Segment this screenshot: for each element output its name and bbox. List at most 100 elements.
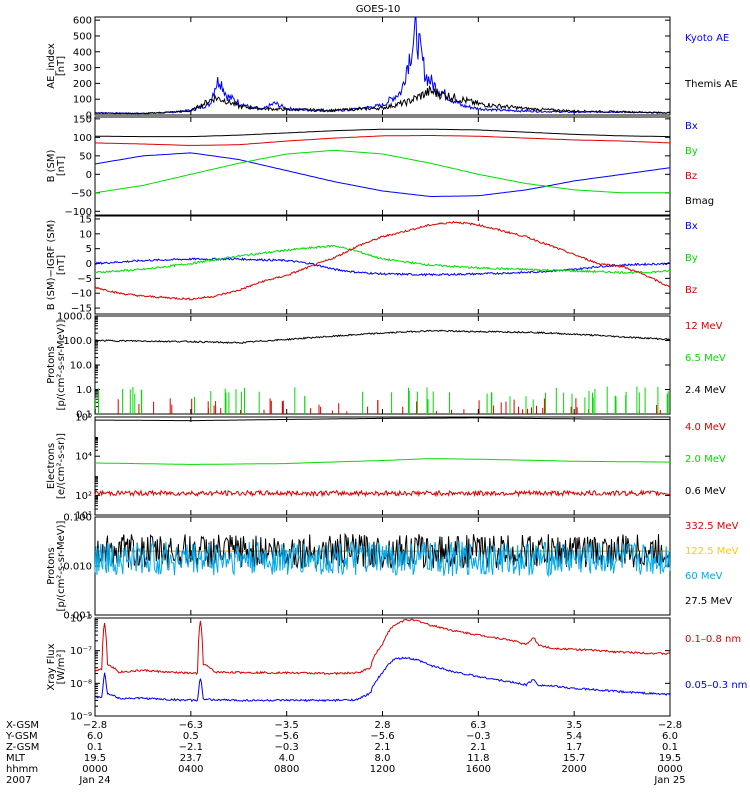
y-tick-label: 100 bbox=[73, 95, 92, 106]
y-tick-label: 50 bbox=[79, 151, 92, 162]
legend-entry: 122.5 MeV bbox=[685, 546, 739, 557]
x-tick-label: 11.8 bbox=[467, 753, 489, 764]
y-axis-label: Electrons bbox=[46, 443, 57, 489]
legend-entry: 27.5 MeV bbox=[685, 596, 732, 607]
y-tick-label: 10¹ bbox=[75, 511, 92, 522]
y-tick-label: 600 bbox=[73, 16, 92, 27]
legend-entry: 12 MeV bbox=[685, 321, 723, 332]
y-axis-unit: [nT] bbox=[56, 156, 67, 176]
y-axis-unit: [nT] bbox=[56, 255, 67, 275]
x-tick-label: 2.8 bbox=[375, 720, 391, 731]
panel-frame bbox=[94, 16, 671, 116]
legend-entry: 0.1–0.8 nm bbox=[685, 634, 741, 645]
legend-entry: Bmag bbox=[685, 196, 714, 207]
x-tick-label: 8.0 bbox=[375, 753, 391, 764]
legend-entry: 60 MeV bbox=[685, 571, 723, 582]
x-tick-label: 2000 bbox=[561, 764, 586, 775]
y-tick-label: 10 bbox=[79, 229, 92, 240]
x-tick-label: 0000 bbox=[657, 764, 682, 775]
y-axis-unit: [e/(cm²-s-sr)] bbox=[56, 433, 67, 499]
legend-entry: Bz bbox=[685, 285, 697, 296]
x-tick-label: 5.4 bbox=[566, 731, 582, 742]
y-tick-label: 0 bbox=[86, 259, 92, 270]
series-line bbox=[94, 244, 671, 275]
x-tick-label: 0.5 bbox=[183, 731, 199, 742]
series-line bbox=[94, 149, 670, 194]
panel-bigrf: −15 −10 −5 0 5 10 15 B (SM)−IGRF (SM) [nT] Bx By Bz bbox=[46, 214, 698, 314]
y-tick-label: 5 bbox=[86, 244, 92, 255]
series-group bbox=[94, 532, 671, 578]
y-tick-label: 0.1 bbox=[76, 410, 92, 421]
x-axis: X-GSM −2.8 −6.3 −3.5 2.8 6.3 3.5 −2.8Y-GSM 6.0 0.… bbox=[5, 17, 686, 786]
series-line bbox=[94, 152, 671, 197]
legend-entry: Bx bbox=[685, 221, 698, 232]
series-line bbox=[95, 458, 670, 465]
series-group bbox=[94, 329, 671, 414]
series-group bbox=[94, 16, 671, 115]
x-row-label: Z-GSM bbox=[6, 742, 39, 753]
series-line bbox=[95, 16, 671, 115]
y-tick-label: 10⁻⁸ bbox=[70, 679, 92, 690]
x-tick-label: −0.3 bbox=[275, 742, 299, 753]
x-tick-label: 0000 bbox=[82, 764, 107, 775]
x-tick-label: 2.1 bbox=[470, 742, 486, 753]
x-tick-label: 1200 bbox=[370, 764, 395, 775]
series-group bbox=[94, 417, 671, 498]
series-line bbox=[94, 128, 670, 138]
legend-entry: 4.0 MeV bbox=[685, 422, 726, 433]
y-tick-label: 400 bbox=[73, 47, 92, 58]
legend-entry: 332.5 MeV bbox=[685, 521, 739, 532]
y-tick-label: 0.010 bbox=[63, 562, 92, 573]
x-tick-label: 2.1 bbox=[375, 742, 391, 753]
y-axis-label: Xray Flux bbox=[46, 643, 57, 690]
x-tick-label: 6.3 bbox=[470, 720, 486, 731]
x-tick-label: 6.0 bbox=[87, 731, 103, 742]
y-tick-label: 500 bbox=[73, 31, 92, 42]
y-axis-label: Protons bbox=[46, 346, 57, 383]
y-axis-unit: [p/(cm²-s-sr-MeV)] bbox=[56, 520, 67, 611]
legend-entry: 6.5 MeV bbox=[685, 353, 726, 364]
series-line bbox=[117, 398, 661, 414]
series-line bbox=[94, 489, 671, 498]
x-row-label: 2007 bbox=[6, 775, 31, 786]
y-tick-label: 150 bbox=[73, 114, 92, 125]
x-tick-label: −2.1 bbox=[179, 742, 203, 753]
y-tick-label: 200 bbox=[73, 79, 92, 90]
series-group bbox=[94, 220, 671, 301]
x-tick-label: Jan 25 bbox=[653, 775, 685, 786]
y-axis-label: AE_index bbox=[46, 43, 57, 89]
x-row-label: MLT bbox=[6, 753, 26, 764]
y-tick-label: 300 bbox=[73, 63, 92, 74]
y-axis-label: B (SM) bbox=[46, 149, 57, 182]
x-tick-label: −2.8 bbox=[83, 720, 107, 731]
x-tick-label: 0.1 bbox=[87, 742, 103, 753]
panel-frame bbox=[94, 315, 671, 415]
series-group bbox=[94, 618, 671, 703]
y-tick-label: −100 bbox=[65, 207, 92, 218]
panel-xray: 10⁻⁹ 10⁻⁸ 10⁻⁷ 10⁻⁶ Xray Flux [W/m²] 0.1–0.8 n… bbox=[46, 614, 747, 723]
panel-frame bbox=[94, 617, 671, 717]
x-row-label: hhmm bbox=[6, 764, 38, 775]
x-tick-label: −3.5 bbox=[275, 720, 299, 731]
legend-entry: 2.0 MeV bbox=[685, 454, 726, 465]
series-line bbox=[94, 220, 671, 301]
panel-frame bbox=[94, 116, 671, 216]
x-tick-label: −6.3 bbox=[179, 720, 203, 731]
y-tick-label: 10⁴ bbox=[75, 452, 92, 463]
y-axis-unit: [p/(cm²-s-sr-MeV)] bbox=[56, 319, 67, 410]
y-tick-label: 1.0 bbox=[76, 385, 92, 396]
panel-bsm: −100 −50 0 50 100 150 B (SM) [nT] Bx By Bz Bmag bbox=[46, 114, 714, 217]
x-tick-label: −5.6 bbox=[370, 731, 394, 742]
series-line bbox=[94, 532, 671, 570]
legend-entry: By bbox=[685, 253, 698, 264]
panel-protons: 0.1 1.0 10.0 100.0 1000.0 Protons [p/(cm²-s-sr… bbox=[46, 312, 726, 421]
y-axis-unit: [nT] bbox=[56, 56, 67, 76]
series-line bbox=[94, 618, 671, 676]
y-tick-label: 0 bbox=[86, 170, 92, 181]
legend-entry: Bx bbox=[685, 121, 698, 132]
x-tick-label: 19.5 bbox=[84, 753, 106, 764]
x-tick-label: −5.6 bbox=[275, 731, 299, 742]
x-tick-label: Jan 24 bbox=[78, 775, 110, 786]
y-tick-label: 1000.0 bbox=[57, 312, 92, 323]
